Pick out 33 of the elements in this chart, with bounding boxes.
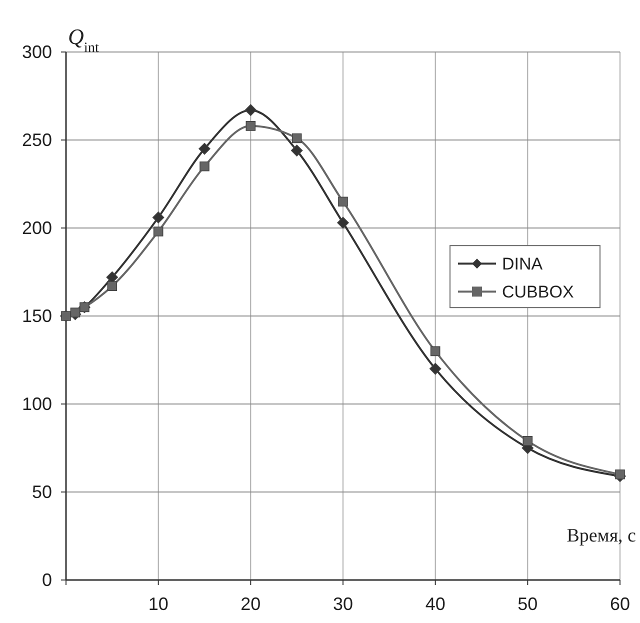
point [198,142,210,155]
y-tick-label: 50 [32,482,52,502]
x-tick-label: 40 [425,594,446,614]
point [200,162,210,172]
point [338,196,348,206]
x-axis-title: Время, с [566,525,636,546]
point [244,104,257,116]
y-tick-label: 200 [22,218,52,238]
point [153,226,164,236]
y-tick-label: 150 [22,306,52,326]
point [70,308,80,318]
point [152,212,164,224]
point [337,216,349,229]
y-tick-label: 0 [42,570,52,590]
point [522,436,533,446]
y-tick-label: 250 [22,130,52,150]
point [292,133,302,144]
y-tick-label: 100 [22,394,52,414]
point [290,144,303,156]
x-tick-label: 10 [148,594,168,614]
point [107,281,118,291]
point [246,121,256,131]
x-tick-label: 20 [240,594,261,614]
x-tick-label: 60 [610,594,630,614]
y-axis-title: Q$_{int}$ [68,24,100,56]
x-tick-label: 30 [332,594,354,614]
y-tick-label: 300 [22,42,52,62]
legend-label: CUBBOX [502,282,574,302]
point [430,346,440,356]
point [615,470,625,480]
x-tick-label: 50 [518,594,538,614]
point [429,362,442,375]
legend-label: DINA [502,254,544,274]
